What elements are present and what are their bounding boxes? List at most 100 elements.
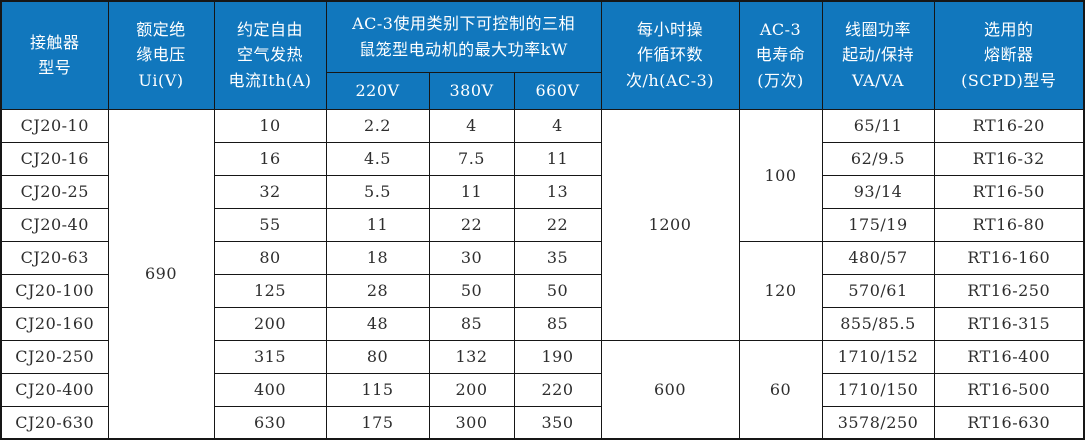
cell-operating-cycles-merged: 1200 [600, 108, 740, 341]
cell-power-380v: 85 [428, 306, 515, 341]
cell-thermal-current: 16 [213, 141, 327, 176]
cell-coil-power: 62/9.5 [821, 141, 935, 176]
cell-power-220v: 175 [325, 405, 430, 440]
cell-model: CJ20-63 [0, 240, 109, 275]
table-row: CJ20-400 400 115 200 220 1710/150 RT16-5… [0, 372, 1085, 407]
cell-power-220v: 18 [325, 240, 430, 275]
cell-power-660v: 190 [513, 339, 602, 374]
cell-model: CJ20-400 [0, 372, 109, 407]
cell-thermal-current: 55 [213, 207, 327, 242]
cell-model: CJ20-40 [0, 207, 109, 242]
cell-coil-power: 1710/152 [821, 339, 935, 374]
cell-power-380v: 22 [428, 207, 515, 242]
table-row: CJ20-630 630 175 300 350 3578/250 RT16-6… [0, 405, 1085, 440]
cell-electrical-life-merged: 120 [738, 240, 823, 341]
cell-power-660v: 11 [513, 141, 602, 176]
header-cell-max-power-group: AC-3使用类别下可控制的三相 鼠笼型电动机的最大功率kW [325, 0, 602, 73]
cell-operating-cycles-merged: 600 [600, 339, 740, 440]
cell-fuse-type: RT16-20 [933, 108, 1085, 143]
cell-power-220v: 115 [325, 372, 430, 407]
cell-electrical-life-merged: 60 [738, 339, 823, 440]
cell-fuse-type: RT16-160 [933, 240, 1085, 275]
header-cell-fuse-type: 选用的 熔断器 (SCPD)型号 [933, 0, 1085, 110]
cell-thermal-current: 10 [213, 108, 327, 143]
cell-power-380v: 11 [428, 174, 515, 209]
table-row: CJ20-160 200 48 85 85 855/85.5 RT16-315 [0, 306, 1085, 341]
cell-power-220v: 2.2 [325, 108, 430, 143]
cell-model: CJ20-630 [0, 405, 109, 440]
cell-coil-power: 93/14 [821, 174, 935, 209]
table-row: CJ20-250 315 80 132 190 600 60 1710/152 … [0, 339, 1085, 440]
cell-coil-power: 65/11 [821, 108, 935, 143]
cell-fuse-type: RT16-80 [933, 207, 1085, 242]
cell-fuse-type: RT16-400 [933, 339, 1085, 374]
cell-power-380v: 4 [428, 108, 515, 143]
cell-fuse-type: RT16-500 [933, 372, 1085, 407]
cell-fuse-type: RT16-250 [933, 273, 1085, 308]
cell-coil-power: 3578/250 [821, 405, 935, 440]
table-row: CJ20-100 125 28 50 50 570/61 RT16-250 [0, 273, 1085, 308]
cell-power-220v: 28 [325, 273, 430, 308]
cell-model: CJ20-16 [0, 141, 109, 176]
cell-coil-power: 855/85.5 [821, 306, 935, 341]
cell-electrical-life-merged: 100 [738, 108, 823, 242]
cell-power-220v: 48 [325, 306, 430, 341]
cell-model: CJ20-160 [0, 306, 109, 341]
cell-power-220v: 5.5 [325, 174, 430, 209]
cell-power-660v: 4 [513, 108, 602, 143]
cell-thermal-current: 200 [213, 306, 327, 341]
header-cell-operating-cycles: 每小时操 作循环数 次/h(AC-3) [600, 0, 740, 110]
cell-power-660v: 13 [513, 174, 602, 209]
header-cell-380v: 380V [428, 71, 515, 110]
header-cell-insulation-voltage: 额定绝 缘电压 Ui(V) [107, 0, 215, 110]
header-row-1: 接触器 型号 额定绝 缘电压 Ui(V) 约定自由 空气发热 电流Ith(A) … [0, 0, 1085, 110]
table-row: CJ20-25 32 5.5 11 13 93/14 RT16-50 [0, 174, 1085, 209]
header-cell-electrical-life: AC-3 电寿命 (万次) [738, 0, 823, 110]
cell-power-220v: 4.5 [325, 141, 430, 176]
cell-power-380v: 200 [428, 372, 515, 407]
cell-thermal-current: 80 [213, 240, 327, 275]
cell-thermal-current: 400 [213, 372, 327, 407]
cell-model: CJ20-100 [0, 273, 109, 308]
cell-thermal-current: 125 [213, 273, 327, 308]
cell-power-220v: 80 [325, 339, 430, 374]
table-row: CJ20-63 80 18 30 35 120 480/57 RT16-160 [0, 240, 1085, 341]
header-cell-660v: 660V [513, 71, 602, 110]
cell-thermal-current: 315 [213, 339, 327, 374]
header-cell-coil-power: 线圈功率 起动/保持 VA/VA [821, 0, 935, 110]
cell-power-660v: 350 [513, 405, 602, 440]
cell-power-660v: 22 [513, 207, 602, 242]
cell-power-380v: 7.5 [428, 141, 515, 176]
cell-power-660v: 85 [513, 306, 602, 341]
cell-thermal-current: 32 [213, 174, 327, 209]
cell-fuse-type: RT16-315 [933, 306, 1085, 341]
cell-coil-power: 480/57 [821, 240, 935, 275]
cell-power-660v: 220 [513, 372, 602, 407]
header-row-2: 220V 380V 660V [1, 71, 1084, 110]
cell-power-220v: 11 [325, 207, 430, 242]
cell-model: CJ20-250 [0, 339, 109, 374]
cell-power-380v: 132 [428, 339, 515, 374]
cell-coil-power: 570/61 [821, 273, 935, 308]
cell-model: CJ20-25 [0, 174, 109, 209]
header-cell-220v: 220V [325, 71, 430, 110]
cell-power-660v: 35 [513, 240, 602, 275]
cell-power-380v: 30 [428, 240, 515, 275]
table-row: CJ20-40 55 11 22 22 175/19 RT16-80 [0, 207, 1085, 242]
header-cell-model: 接触器 型号 [0, 0, 109, 110]
cell-model: CJ20-10 [0, 108, 109, 143]
cell-power-380v: 300 [428, 405, 515, 440]
cell-fuse-type: RT16-50 [933, 174, 1085, 209]
cell-power-660v: 50 [513, 273, 602, 308]
table-row: CJ20-16 16 4.5 7.5 11 62/9.5 RT16-32 [0, 141, 1085, 176]
cell-insulation-voltage-merged: 690 [107, 108, 215, 440]
cell-coil-power: 175/19 [821, 207, 935, 242]
cell-fuse-type: RT16-630 [933, 405, 1085, 440]
cell-thermal-current: 630 [213, 405, 327, 440]
cell-coil-power: 1710/150 [821, 372, 935, 407]
cell-power-380v: 50 [428, 273, 515, 308]
cell-fuse-type: RT16-32 [933, 141, 1085, 176]
table-row: CJ20-10 690 10 2.2 4 4 1200 100 65/11 RT… [0, 108, 1085, 440]
header-cell-thermal-current: 约定自由 空气发热 电流Ith(A) [213, 0, 327, 110]
